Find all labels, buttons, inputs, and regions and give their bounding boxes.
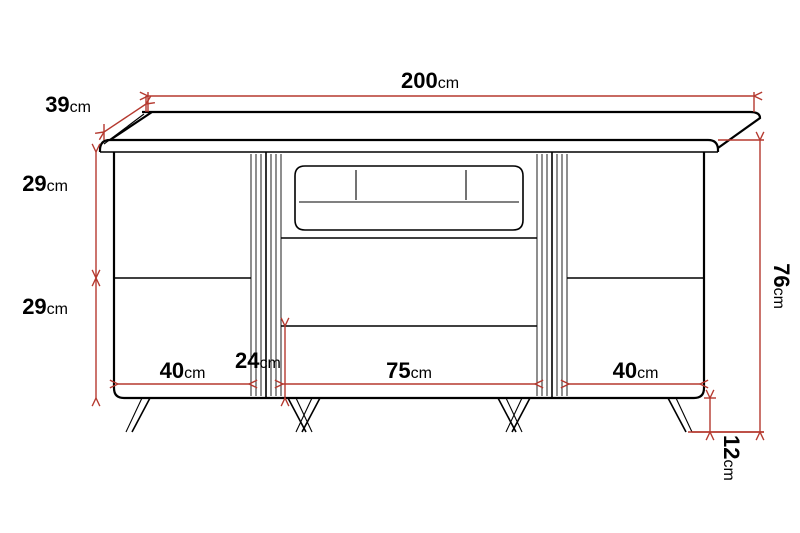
dimension-label: 12cm <box>719 435 744 481</box>
dimension-label: 39cm <box>45 92 91 117</box>
dimension-lines <box>92 92 764 440</box>
dimension-label: 40cm <box>160 358 206 383</box>
dimension-label: 29cm <box>22 294 68 319</box>
dimension-label: 200cm <box>401 68 459 93</box>
dimension-label: 24cm <box>235 348 281 373</box>
dimension-label: 76cm <box>769 263 794 309</box>
dimension-label: 29cm <box>22 171 68 196</box>
dimension-label: 40cm <box>613 358 659 383</box>
dimension-label: 75cm <box>386 358 432 383</box>
